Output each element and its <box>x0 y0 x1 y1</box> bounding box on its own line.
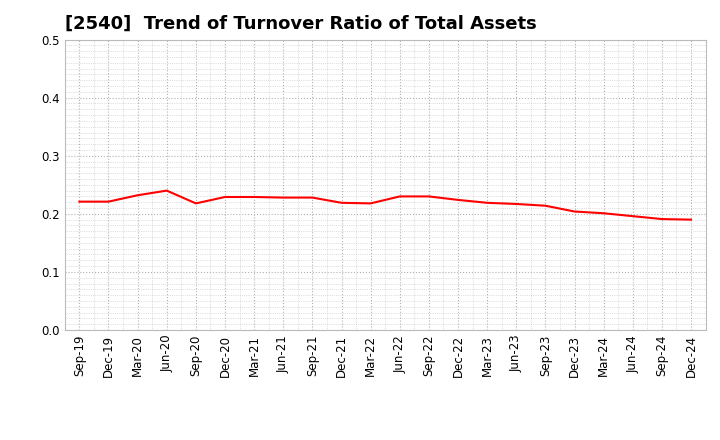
Text: [2540]  Trend of Turnover Ratio of Total Assets: [2540] Trend of Turnover Ratio of Total … <box>65 15 536 33</box>
